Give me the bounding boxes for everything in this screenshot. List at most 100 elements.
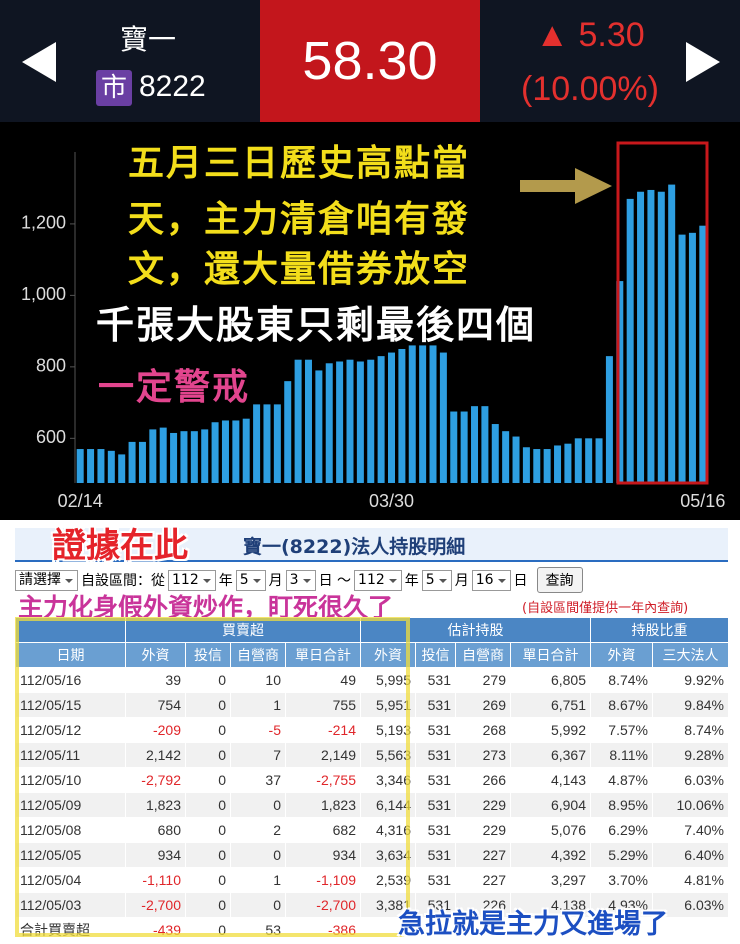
bar xyxy=(149,429,157,483)
bar xyxy=(699,225,707,483)
stock-code: 8222 xyxy=(139,70,206,103)
cell: 6.29% xyxy=(590,817,653,843)
cell: 3,297 xyxy=(510,867,591,893)
annotation: 天，主力清倉咱有發 xyxy=(128,199,471,240)
cell: 1 xyxy=(230,692,286,718)
cell: -2,700 xyxy=(125,892,186,918)
overlay-conclusion: 急拉就是主力又進場了 xyxy=(398,909,668,940)
highlight-box xyxy=(616,141,709,485)
bar xyxy=(201,429,209,483)
cell: 7.40% xyxy=(652,817,729,843)
cell: 2,142 xyxy=(125,742,186,768)
bar xyxy=(211,422,219,483)
cell xyxy=(652,917,729,943)
bar xyxy=(87,449,95,483)
form-label: 月 xyxy=(268,573,283,589)
data-row: 112/05/10 -2,792 0 37 -2,755 3,346 531 266 4,143… xyxy=(15,767,729,793)
bar xyxy=(657,191,665,483)
bar xyxy=(138,441,146,483)
bar xyxy=(273,404,281,483)
column-header: 自營商 xyxy=(455,642,511,668)
group-header: 持股比重 xyxy=(590,617,729,643)
y-tick-label: 1,200 xyxy=(21,213,66,233)
cell: 6,904 xyxy=(510,792,591,818)
select[interactable]: 3 xyxy=(285,569,316,591)
bar xyxy=(419,345,427,483)
bar xyxy=(242,418,250,483)
cell: 0 xyxy=(230,792,286,818)
bar xyxy=(626,198,634,483)
bar xyxy=(170,432,178,483)
cell: 227 xyxy=(455,842,511,868)
price-change: ▲ 5.30 xyxy=(535,16,645,54)
form-label: 年 xyxy=(404,573,419,589)
bar xyxy=(616,281,624,483)
cell: 5,076 xyxy=(510,817,591,843)
select[interactable]: 112 xyxy=(354,569,402,591)
column-header-row: 日期 外資 投信 自營商 單日合計 外資 投信 自營商 單日合計 外資 三大法人 xyxy=(15,642,729,668)
cell: 5.29% xyxy=(590,842,653,868)
form-label: 月 xyxy=(454,573,469,589)
cell: 269 xyxy=(455,692,511,718)
cell: 8.74% xyxy=(590,667,653,693)
bar xyxy=(585,438,593,483)
cell: -1,109 xyxy=(285,867,361,893)
cell: 0 xyxy=(185,792,231,818)
bar xyxy=(605,356,613,483)
price: 58.30 xyxy=(260,0,480,122)
x-tick-label: 02/14 xyxy=(58,491,103,511)
bar xyxy=(253,404,261,483)
chart-annotations: 五月三日歷史高點當 天，主力清倉咱有發 文，還大量借券放空 千張大股東只剩最後四… xyxy=(0,122,740,520)
bar xyxy=(398,348,406,483)
bar xyxy=(336,361,344,483)
prev-arrow[interactable] xyxy=(20,40,60,84)
bar xyxy=(512,436,520,483)
price-change-pct: (10.00%) xyxy=(521,70,659,108)
cell: 266 xyxy=(455,767,511,793)
bar xyxy=(118,454,126,483)
cell: 0 xyxy=(230,842,286,868)
data-row: 112/05/15 754 0 1 755 5,951 531 269 6,751 8.67% 9.… xyxy=(15,692,729,718)
data-row: 112/05/08 680 0 2 682 4,316 531 229 5,076 6.29% 7.… xyxy=(15,817,729,843)
cell: -2,700 xyxy=(285,892,361,918)
bar xyxy=(356,361,364,483)
bar xyxy=(574,438,582,483)
query-button[interactable]: 查詢 xyxy=(536,567,583,593)
select[interactable]: 112 xyxy=(168,569,216,591)
bar xyxy=(190,431,198,483)
form-label: 日 ～ xyxy=(318,573,352,589)
column-header: 投信 xyxy=(415,642,456,668)
data-row: 112/05/05 934 0 0 934 3,634 531 227 4,392 5.29% 6.… xyxy=(15,842,729,868)
annotation: 五月三日歷史高點當 xyxy=(128,143,471,184)
cell xyxy=(590,917,653,943)
cell: 268 xyxy=(455,717,511,743)
select[interactable]: 16 xyxy=(471,569,511,591)
cell: 6.40% xyxy=(652,842,729,868)
cell: 226 xyxy=(455,892,511,918)
bar xyxy=(543,449,551,483)
column-header: 三大法人 xyxy=(652,642,729,668)
cell: 4.87% xyxy=(590,767,653,793)
quote-header: 寶一 市 8222 58.30 ▲ 5.30 (10.00%) xyxy=(0,0,740,122)
bar xyxy=(97,449,105,483)
cell: 112/05/11 xyxy=(15,742,126,768)
bar xyxy=(221,420,229,483)
select[interactable]: 5 xyxy=(421,569,452,591)
cell: 934 xyxy=(125,842,186,868)
select[interactable]: 5 xyxy=(235,569,266,591)
bar xyxy=(481,406,489,483)
bar xyxy=(471,406,479,483)
cell: 0 xyxy=(185,917,231,943)
bar xyxy=(346,359,354,483)
cell: 2,149 xyxy=(285,742,361,768)
select[interactable]: 請選擇 xyxy=(15,569,78,591)
cell: 合計買賣超 xyxy=(15,917,126,943)
bar xyxy=(304,359,312,483)
cell: 0 xyxy=(185,667,231,693)
next-arrow[interactable] xyxy=(682,40,722,84)
cell: 754 xyxy=(125,692,186,718)
bar xyxy=(429,345,437,483)
cell: 227 xyxy=(455,867,511,893)
bar xyxy=(647,189,655,484)
bar xyxy=(325,363,333,483)
